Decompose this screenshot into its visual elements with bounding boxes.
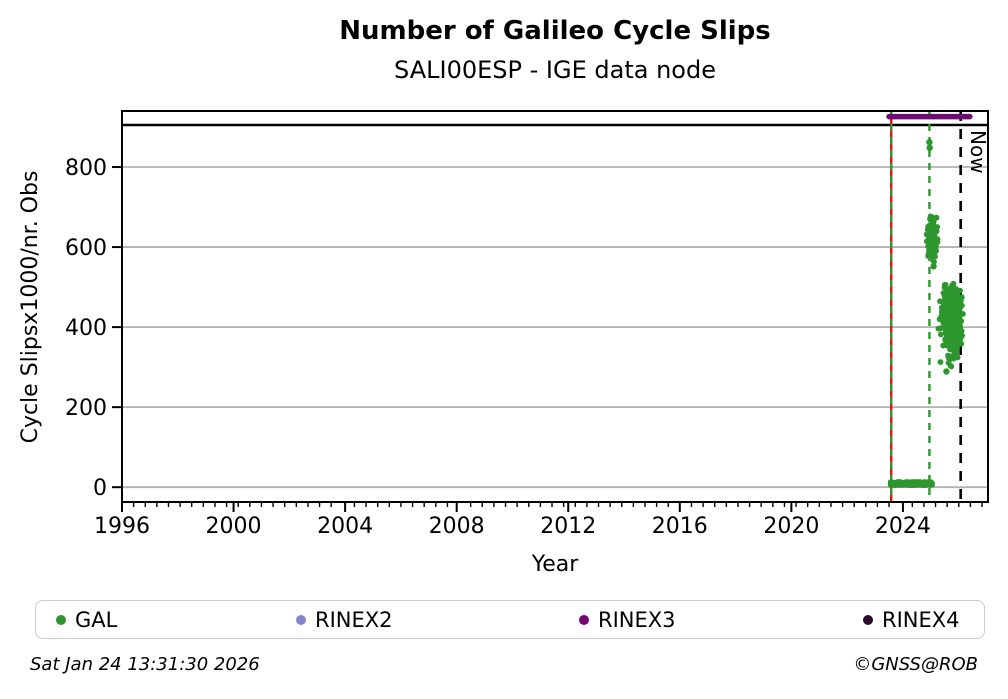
outlier-point (930, 263, 937, 270)
x-tick-label: 2012 (540, 514, 596, 539)
x-tick-label: 2004 (317, 514, 373, 539)
x-axis-label: Year (531, 552, 580, 577)
outlier-point (926, 144, 933, 151)
gridlines (122, 166, 988, 489)
credit-text: ©GNSS@ROB (853, 654, 978, 675)
outlier-point (943, 368, 950, 375)
y-tick-label: 200 (65, 396, 107, 421)
legend-item-rinex4: RINEX4 (863, 601, 960, 638)
legend-label: GAL (75, 607, 118, 632)
gal-scatter-points (887, 139, 966, 489)
chart-title: Number of Galileo Cycle Slips (339, 16, 771, 46)
legend-item-gal: GAL (56, 601, 117, 638)
frame-rect (121, 110, 989, 503)
x-tick-label: 2008 (429, 514, 485, 539)
outlier-point (926, 139, 933, 146)
y-tick-label: 800 (65, 156, 107, 181)
legend-dot-icon (296, 614, 306, 625)
x-tick-label: 1996 (94, 514, 150, 539)
y-tick-label: 600 (65, 236, 107, 261)
y-axis-label: Cycle Slipsx1000/nr. Obs (18, 171, 43, 444)
x-tick-label: 2020 (763, 514, 819, 539)
legend-label: RINEX3 (598, 607, 676, 632)
plot-timestamp: Sat Jan 24 13:31:30 2026 (30, 654, 260, 675)
legend: GAL RINEX2 RINEX3 RINEX4 (35, 600, 985, 639)
plot-frame (121, 110, 989, 503)
legend-label: RINEX4 (882, 607, 960, 632)
chart-subtitle: SALI00ESP - IGE data node (394, 56, 716, 84)
axis-ticks (112, 166, 983, 512)
legend-dot-icon (56, 614, 66, 625)
x-tick-label: 2016 (652, 514, 708, 539)
y-tick-label: 400 (65, 316, 107, 341)
y-tick-label: 0 (93, 476, 107, 501)
legend-dot-icon (579, 614, 589, 625)
legend-item-rinex2: RINEX2 (296, 601, 393, 638)
x-tick-label: 2024 (875, 514, 931, 539)
axis-tick-labels: 1996 2000 2004 2008 2012 2016 2020 2024 0 200 400 6… (65, 156, 931, 539)
event-vlines (890, 111, 931, 502)
now-label: Now (966, 130, 990, 174)
legend-dot-icon (863, 614, 873, 625)
legend-item-rinex3: RINEX3 (579, 601, 676, 638)
legend-label: RINEX2 (315, 607, 393, 632)
x-tick-label: 2000 (206, 514, 262, 539)
